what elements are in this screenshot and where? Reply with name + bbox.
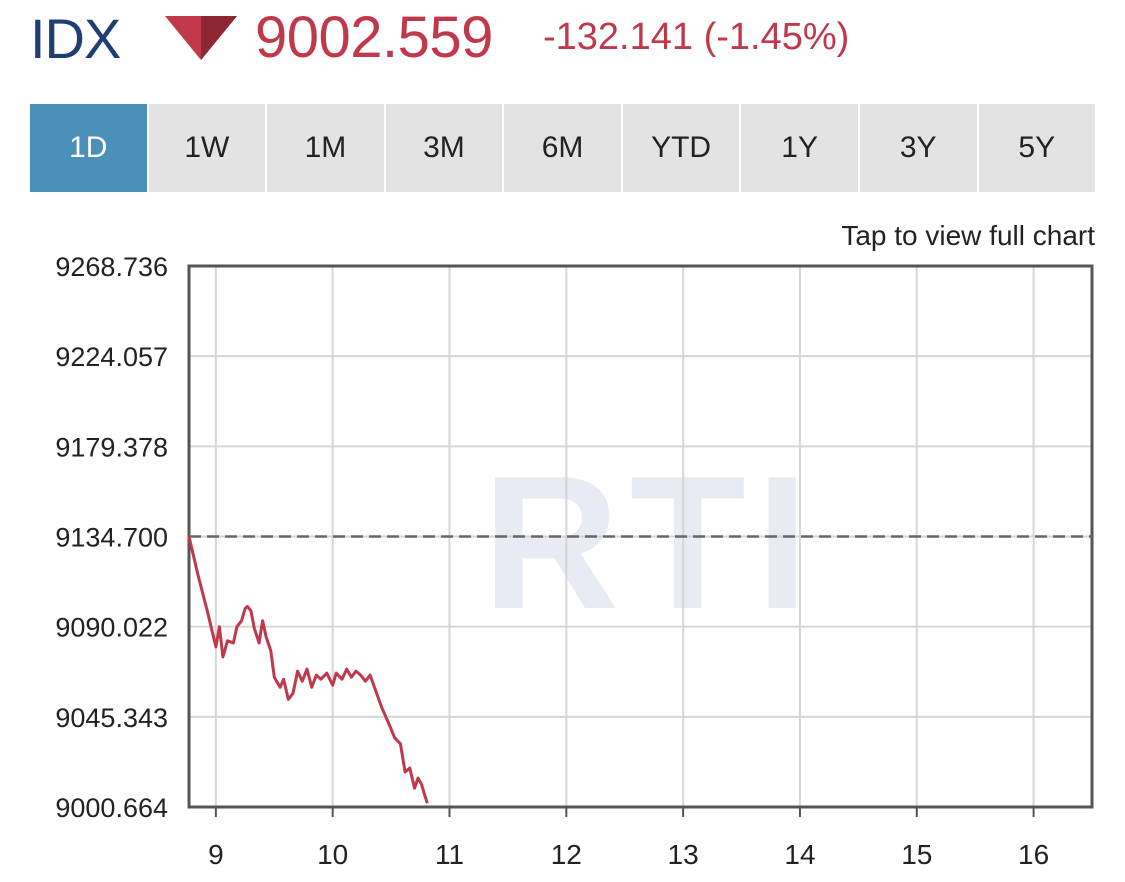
y-tick-label: 9090.022 xyxy=(55,613,168,643)
x-tick-label: 13 xyxy=(668,839,699,870)
y-tick-label: 9134.700 xyxy=(55,523,168,553)
price-change: -132.141 (-1.45%) xyxy=(543,16,850,58)
tab-1d[interactable]: 1D xyxy=(30,104,149,192)
x-tick-label: 15 xyxy=(901,839,932,870)
x-tick-label: 14 xyxy=(784,839,815,870)
tab-ytd[interactable]: YTD xyxy=(622,104,742,192)
tab-3m[interactable]: 3M xyxy=(385,104,505,192)
tab-3y[interactable]: 3Y xyxy=(859,104,979,192)
ticker-symbol: IDX xyxy=(30,7,121,70)
tab-1w[interactable]: 1W xyxy=(148,104,268,192)
tab-5y[interactable]: 5Y xyxy=(978,104,1096,192)
x-tick-label: 16 xyxy=(1018,839,1049,870)
watermark-logo: RTI xyxy=(482,437,818,649)
x-tick-label: 11 xyxy=(435,839,464,870)
y-tick-label: 9224.057 xyxy=(55,342,168,372)
price-series-line xyxy=(187,536,429,804)
quote-header: IDX 9002.559 -132.141 (-1.45%) xyxy=(30,0,1110,80)
y-tick-label: 9000.664 xyxy=(55,793,168,823)
x-tick-label: 12 xyxy=(551,839,582,870)
y-tick-label: 9179.378 xyxy=(55,432,168,462)
x-tick-label: 9 xyxy=(208,839,224,870)
timeframe-tabs: 1D 1W 1M 3M 6M YTD 1Y 3Y 5Y xyxy=(30,104,1096,192)
current-price: 9002.559 xyxy=(255,5,493,70)
x-tick-label: 10 xyxy=(317,839,348,870)
tap-to-view-full-chart-link[interactable]: Tap to view full chart xyxy=(841,220,1095,251)
tab-1y[interactable]: 1Y xyxy=(741,104,860,192)
triangle-down-icon xyxy=(165,16,237,60)
tab-1m[interactable]: 1M xyxy=(267,104,386,192)
y-tick-label: 9045.343 xyxy=(55,703,168,733)
tab-6m[interactable]: 6M xyxy=(504,104,623,192)
y-tick-label: 9268.736 xyxy=(55,252,168,282)
